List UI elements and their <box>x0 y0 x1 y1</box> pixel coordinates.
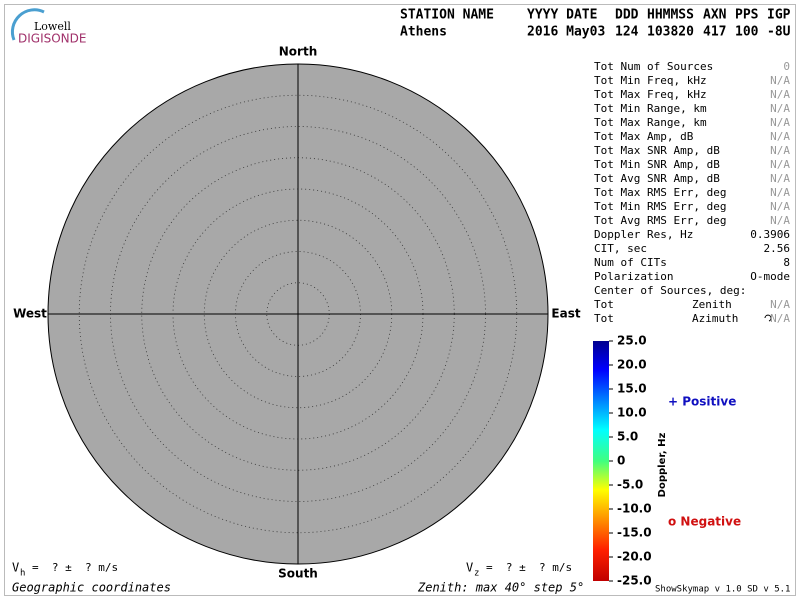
stat-value: N/A <box>770 214 790 227</box>
center-label: Zenith <box>692 298 732 311</box>
header-value: 103820 <box>647 25 694 40</box>
stat-value: 0.3906 <box>750 228 790 241</box>
stat-label: Tot Min Range, km <box>594 102 707 115</box>
stat-label: Tot Max Range, km <box>594 116 707 129</box>
legend-negative: o Negative <box>668 515 741 529</box>
colorbar-label: 15.0 <box>617 382 647 396</box>
stat-label: Tot Min Freq, kHz <box>594 74 707 87</box>
stat-value: N/A <box>770 74 790 87</box>
colorbar-label: 0 <box>617 454 625 468</box>
header-column: DDD <box>615 8 639 23</box>
colorbar-label: -10.0 <box>617 502 652 516</box>
stat-label: Num of CITs <box>594 256 667 269</box>
vh-value: = ? ± ? m/s <box>32 561 118 574</box>
stat-label: Tot Avg RMS Err, deg <box>594 214 726 227</box>
stat-value: N/A <box>770 200 790 213</box>
stat-label: Tot Num of Sources <box>594 60 713 73</box>
header-value: 124 <box>615 25 639 40</box>
stat-label: Doppler Res, Hz <box>594 228 693 241</box>
stat-value: N/A <box>770 88 790 101</box>
center-label: Azimuth <box>692 312 738 325</box>
logo-digisonde: DIGISONDE <box>18 32 86 46</box>
colorbar-label: -15.0 <box>617 526 652 540</box>
center-prefix: Tot <box>594 312 614 325</box>
vh-symbol: V <box>12 561 19 575</box>
west-label: West <box>13 307 47 321</box>
stat-label: Tot Max Amp, dB <box>594 130 694 143</box>
azimuth-icon <box>764 314 772 322</box>
coordinates-note: Geographic coordinates <box>12 581 171 595</box>
stat-value: 8 <box>783 256 790 269</box>
header-value: 2016 May03 <box>527 25 605 40</box>
vz-symbol: V <box>466 561 473 575</box>
vz-value: = ? ± ? m/s <box>486 561 572 574</box>
logo-swoosh <box>10 8 45 41</box>
stat-value: N/A <box>770 172 790 185</box>
stat-label: Tot Avg SNR Amp, dB <box>594 172 720 185</box>
version-note: ShowSkymap v 1.0 SD v 5.1 <box>655 585 790 595</box>
colorbar-label: -5.0 <box>617 478 643 492</box>
stat-label: Polarization <box>594 270 673 283</box>
south-label: South <box>278 567 318 581</box>
header-column: AXN <box>703 8 727 23</box>
stat-value: N/A <box>770 116 790 129</box>
logo-lowell: Lowell <box>34 20 71 33</box>
colorbar-title: Doppler, Hz <box>657 433 668 498</box>
stat-value: N/A <box>770 130 790 143</box>
frame <box>4 4 796 596</box>
colorbar-label: 25.0 <box>617 334 647 348</box>
header-value: 100 <box>735 25 759 40</box>
north-label: North <box>279 45 317 59</box>
stat-label: Tot Min RMS Err, deg <box>594 200 726 213</box>
stat-value: O-mode <box>750 270 790 283</box>
logo: Lowell DIGISONDE <box>10 8 86 46</box>
stat-value: 2.56 <box>764 242 791 255</box>
header-value: -8U <box>767 25 791 40</box>
colorbar-label: -20.0 <box>617 550 652 564</box>
colorbar-label: 20.0 <box>617 358 647 372</box>
header-value: 417 <box>703 25 726 40</box>
center-value: N/A <box>770 298 790 311</box>
center-prefix: Tot <box>594 298 614 311</box>
header-column: IGP <box>767 8 791 23</box>
header-column: YYYY DATE <box>527 8 597 23</box>
east-label: East <box>551 307 580 321</box>
vz-subscript: z <box>474 569 479 579</box>
stat-value: N/A <box>770 102 790 115</box>
stat-label: Tot Min SNR Amp, dB <box>594 158 720 171</box>
colorbar-label: 5.0 <box>617 430 638 444</box>
stat-value: 0 <box>783 60 790 73</box>
stat-label: Tot Max Freq, kHz <box>594 88 707 101</box>
zenith-note: Zenith: max 40° step 5° <box>417 581 584 595</box>
stat-label: CIT, sec <box>594 242 647 255</box>
colorbar <box>593 341 609 581</box>
legend-positive: + Positive <box>668 395 736 409</box>
colorbar-label: -25.0 <box>617 574 652 588</box>
stat-label: Tot Max SNR Amp, dB <box>594 144 720 157</box>
header-value: Athens <box>400 25 447 40</box>
vh-subscript: h <box>20 569 25 579</box>
header-column: STATION NAME <box>400 8 494 23</box>
center-title: Center of Sources, deg: <box>594 284 746 297</box>
stat-value: N/A <box>770 186 790 199</box>
center-value: N/A <box>770 312 790 325</box>
colorbar-label: 10.0 <box>617 406 647 420</box>
header-column: HHMMSS <box>647 8 694 23</box>
header-column: PPS <box>735 8 759 23</box>
stat-value: N/A <box>770 144 790 157</box>
stat-value: N/A <box>770 158 790 171</box>
stat-label: Tot Max RMS Err, deg <box>594 186 726 199</box>
